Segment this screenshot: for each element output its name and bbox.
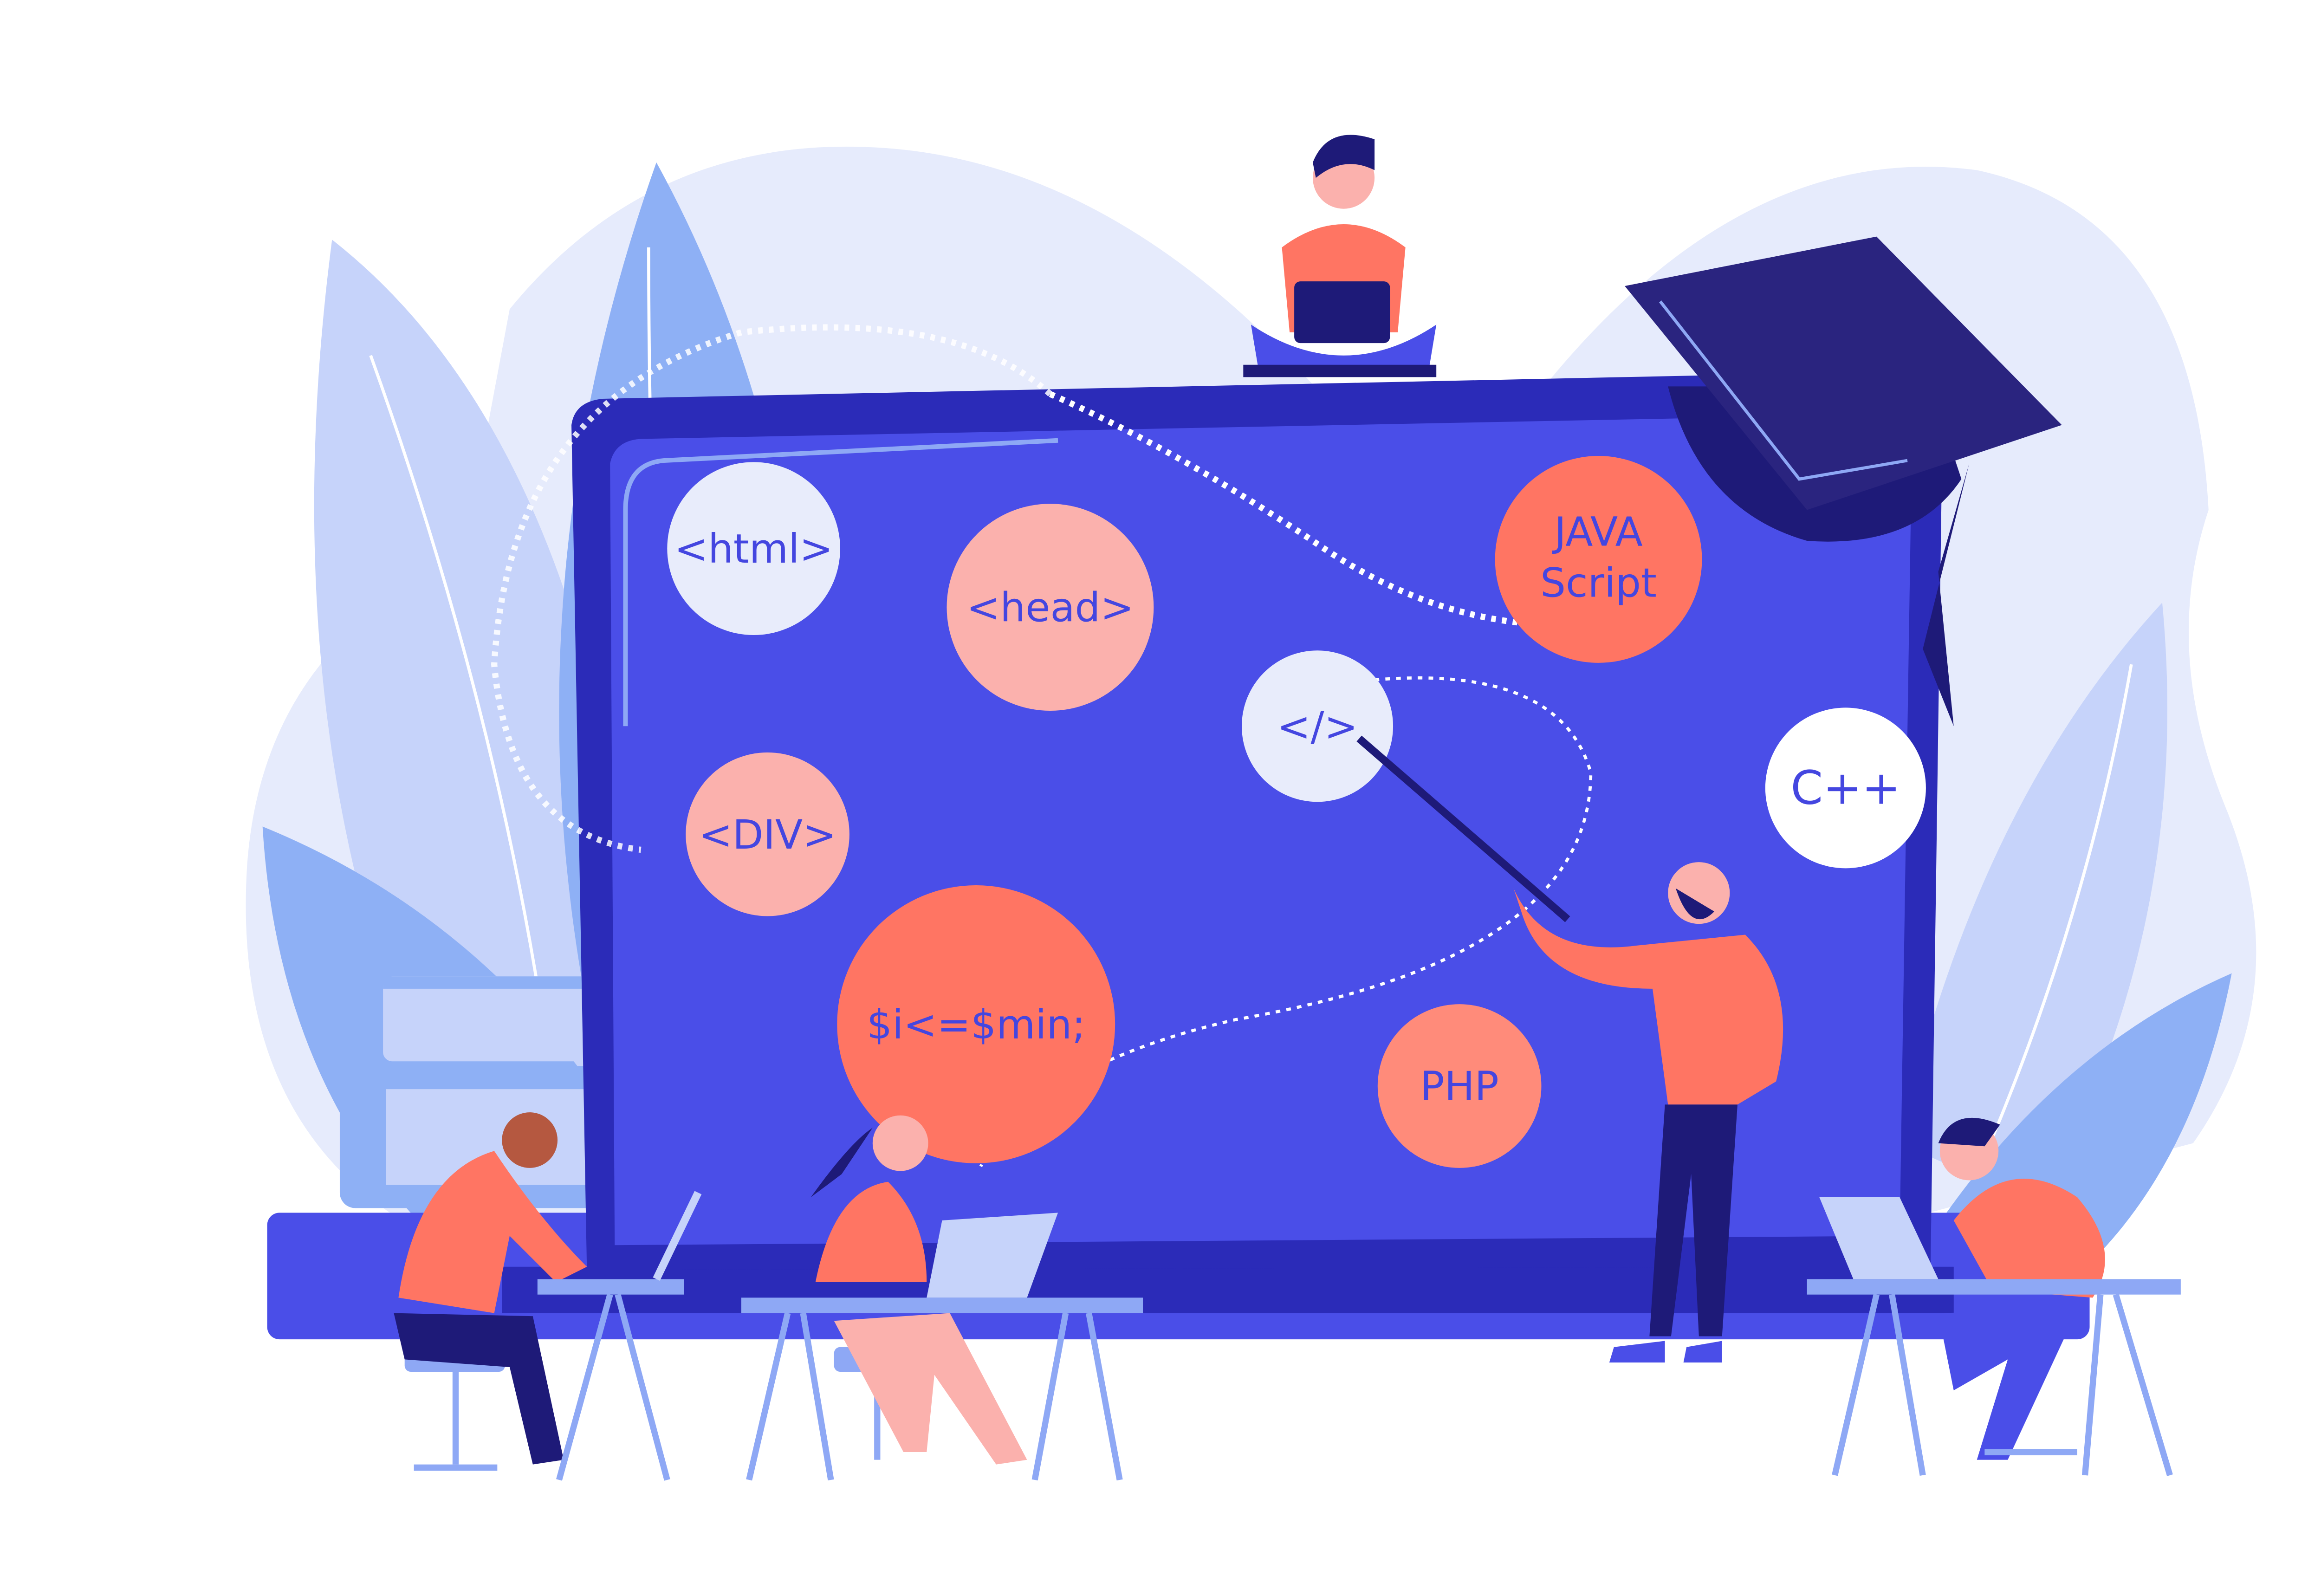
bubble-html: <html> — [667, 462, 840, 635]
bubble-label: </> — [1277, 704, 1358, 750]
bubble-javascript: JAVA Script — [1495, 456, 1702, 663]
bubble-label: $i<=$min; — [867, 1002, 1085, 1048]
bubble-head: <head> — [947, 504, 1154, 711]
graduation-cap-icon — [1625, 236, 2062, 727]
laptop-icon — [1294, 281, 1390, 344]
bubble-label: <DIV> — [699, 812, 836, 858]
person-sitting-on-laptop — [1243, 135, 1437, 377]
laptop-icon — [927, 1213, 1058, 1298]
bubble-cpp: C++ — [1765, 707, 1926, 869]
pointer-stick-icon — [1356, 735, 1570, 922]
bubble-label: C++ — [1790, 760, 1900, 815]
bubble-php-var: $i<=$min; — [837, 885, 1115, 1163]
bubble-php: PHP — [1377, 1004, 1542, 1168]
bubble-label: <html> — [674, 526, 833, 572]
books-icon — [339, 976, 603, 1208]
bubble-label-line1: JAVA — [1552, 509, 1642, 556]
student-right — [1807, 1117, 2181, 1476]
bubble-label-line2: Script — [1540, 560, 1657, 606]
laptop-icon — [1819, 1197, 1938, 1279]
student-middle — [741, 1115, 1143, 1481]
bubble-label: <head> — [966, 585, 1134, 631]
bubble-code-tag: </> — [1241, 650, 1394, 802]
bubble-label: PHP — [1420, 1064, 1498, 1110]
bubble-div: <DIV> — [686, 752, 849, 916]
student-left — [394, 1112, 702, 1481]
teacher — [1356, 735, 1783, 1363]
